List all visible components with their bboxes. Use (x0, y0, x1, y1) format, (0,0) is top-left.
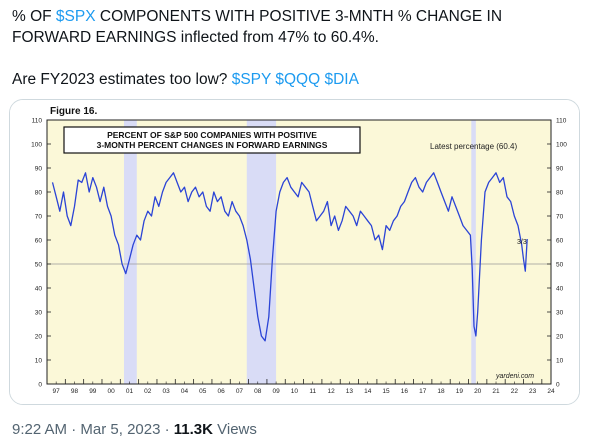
x-tick-label: 14 (364, 388, 372, 395)
y-tick-label-left: 90 (35, 166, 43, 173)
y-tick-label-right: 80 (556, 190, 564, 197)
recession-band (471, 120, 476, 384)
x-tick-label: 11 (309, 388, 316, 395)
tweet-meta: 9:22 AM · Mar 5, 2023 · 11.3K Views (12, 421, 257, 438)
chart-title-box (63, 126, 361, 154)
x-tick-label: 16 (401, 388, 409, 395)
x-tick-label: 13 (346, 388, 354, 395)
series-line (51, 172, 528, 342)
x-tick-label: 20 (474, 388, 482, 395)
x-tick-label: 15 (382, 388, 390, 395)
x-tick-label: 10 (291, 388, 299, 395)
cashtag-qqq[interactable]: $QQQ (275, 71, 321, 88)
tweet-text: % OF $SPX COMPONENTS WITH POSITIVE 3-MNT… (12, 6, 582, 90)
x-tick-label: 05 (199, 388, 207, 395)
cashtag-spy[interactable]: $SPY (231, 71, 272, 88)
x-tick-label: 00 (108, 388, 116, 395)
y-tick-label-left: 10 (35, 358, 43, 365)
source-label: yardeni.com (495, 373, 534, 380)
y-tick-label-right: 50 (556, 262, 564, 269)
x-tick-label: 09 (272, 388, 280, 395)
tweet-text-segment: % OF (12, 8, 56, 25)
x-tick-label: 99 (89, 388, 97, 395)
x-tick-label: 24 (547, 388, 555, 395)
x-tick-label: 06 (217, 388, 225, 395)
y-tick-label-right: 10 (556, 358, 564, 365)
y-tick-label-right: 110 (556, 118, 567, 125)
y-tick-label-left: 30 (35, 310, 43, 317)
y-tick-label-left: 70 (35, 214, 43, 221)
y-tick-label-left: 80 (35, 190, 43, 197)
tweet-paragraph-1: % OF $SPX COMPONENTS WITH POSITIVE 3-MNT… (12, 6, 582, 48)
y-tick-label-right: 40 (556, 286, 564, 293)
end-date-label: 3/3 (517, 239, 527, 246)
y-tick-label-left: 40 (35, 286, 43, 293)
y-tick-label-left: 0 (38, 382, 42, 389)
x-tick-label: 18 (437, 388, 445, 395)
tweet-text-segment: Are FY2023 estimates too low? (12, 71, 232, 88)
cashtag-spx[interactable]: $SPX (55, 8, 96, 25)
y-tick-label-left: 50 (35, 262, 43, 269)
chart-title-line-1: PERCENT OF S&P 500 COMPANIES WITH POSITI… (107, 130, 317, 140)
x-tick-label: 21 (492, 388, 500, 395)
recession-band (246, 120, 277, 384)
x-tick-label: 19 (456, 388, 464, 395)
x-tick-label: 97 (53, 388, 61, 395)
chart-title-line-2: 3-MONTH PERCENT CHANGES IN FORWARD EARNI… (97, 140, 328, 150)
cashtag-dia[interactable]: $DIA (324, 71, 359, 88)
y-tick-label-left: 60 (35, 238, 43, 245)
y-tick-label-right: 30 (556, 310, 564, 317)
x-tick-label: 01 (126, 388, 134, 395)
x-tick-label: 17 (419, 388, 427, 395)
x-tick-label: 03 (163, 388, 171, 395)
y-tick-label-right: 70 (556, 214, 564, 221)
x-tick-label: 04 (181, 388, 189, 395)
y-tick-label-right: 60 (556, 238, 564, 245)
x-tick-label: 02 (144, 388, 152, 395)
meta-separator: · (160, 421, 174, 438)
plot-border (46, 119, 552, 385)
y-tick-label-right: 0 (556, 382, 560, 389)
figure-label: Figure 16. (50, 106, 97, 117)
tweet-paragraph-2: Are FY2023 estimates too low? $SPY $QQQ … (12, 69, 582, 90)
views-label: Views (212, 421, 257, 438)
y-tick-label-left: 20 (35, 334, 43, 341)
tweet-date[interactable]: Mar 5, 2023 (80, 421, 161, 438)
y-tick-label-right: 20 (556, 334, 564, 341)
y-tick-label-right: 100 (556, 142, 567, 149)
y-tick-label-left: 100 (31, 142, 42, 149)
meta-separator: · (67, 421, 81, 438)
tweet-time[interactable]: 9:22 AM (12, 421, 68, 438)
tweet-media-image[interactable]: 0 0 10 10 20 20 30 30 40 40 50 50 60 60 70 70 80 80 90 90 10… (9, 99, 580, 405)
x-tick-label: 22 (511, 388, 519, 395)
x-tick-label: 98 (71, 388, 79, 395)
tweet-text-segment: COMPONENTS WITH POSITIVE 3-MNTH % CHANGE… (12, 8, 503, 46)
latest-percentage-label: Latest percentage (60.4) (430, 142, 518, 151)
y-tick-label-right: 90 (556, 166, 564, 173)
recession-band (123, 120, 137, 384)
x-tick-label: 08 (254, 388, 262, 395)
views-count: 11.3K (173, 421, 213, 438)
x-tick-label: 12 (327, 388, 335, 395)
x-tick-label: 23 (529, 388, 537, 395)
x-tick-label: 07 (236, 388, 244, 395)
y-tick-label-left: 110 (32, 118, 43, 125)
